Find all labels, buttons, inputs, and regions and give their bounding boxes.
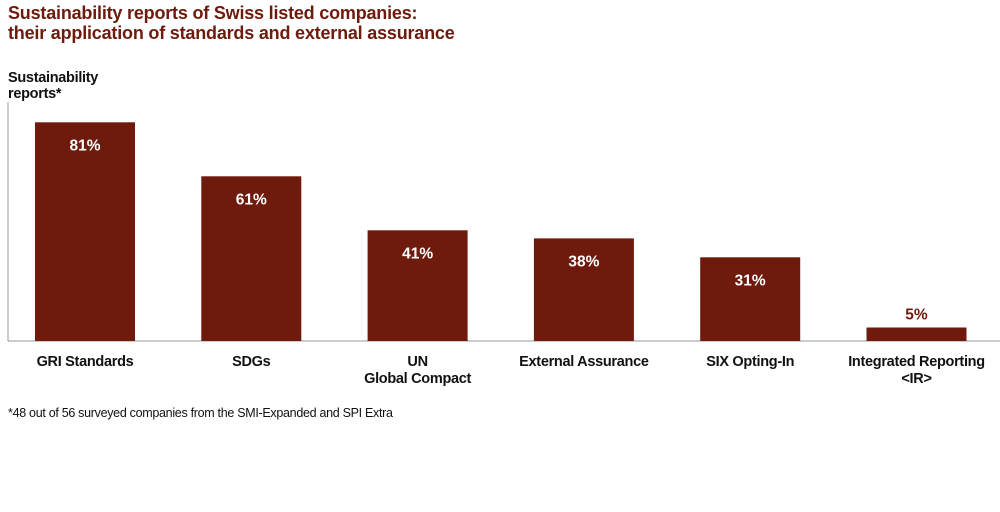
category-label-3-line-1: UN: [407, 354, 427, 370]
bar-4: [533, 238, 634, 341]
value-label-2: 61%: [236, 191, 267, 208]
chart-title: Sustainability reports of Swiss listed c…: [8, 3, 455, 43]
bar-1: [35, 122, 135, 341]
y-axis-label: Sustainability reports*: [8, 70, 128, 102]
value-label-1: 81%: [69, 137, 100, 154]
bar-3: [367, 230, 468, 341]
bar-2: [201, 176, 302, 341]
y-axis-label-line-2: reports*: [8, 86, 62, 102]
category-label-3-line-2: Global Compact: [364, 371, 471, 387]
category-label-1: GRI Standards: [37, 354, 134, 370]
value-label-4: 38%: [568, 253, 599, 270]
chart-title-line-2: their application of standards and exter…: [8, 23, 455, 43]
bar-6: [866, 327, 967, 341]
chart-title-line-1: Sustainability reports of Swiss listed c…: [8, 3, 418, 23]
category-label-6-line-1: Integrated Reporting: [848, 354, 985, 370]
category-label-5: SIX Opting-In: [706, 354, 794, 370]
category-label-4: External Assurance: [519, 354, 649, 370]
value-label-6: 5%: [905, 307, 928, 324]
bar-5: [700, 257, 801, 341]
category-label-6-line-2: <IR>: [901, 371, 931, 387]
category-label-2: SDGs: [232, 354, 271, 370]
chart-footnote: *48 out of 56 surveyed companies from th…: [8, 406, 393, 420]
value-label-3: 41%: [402, 245, 433, 262]
value-label-5: 31%: [735, 272, 766, 289]
y-axis-label-line-1: Sustainability: [8, 70, 99, 86]
